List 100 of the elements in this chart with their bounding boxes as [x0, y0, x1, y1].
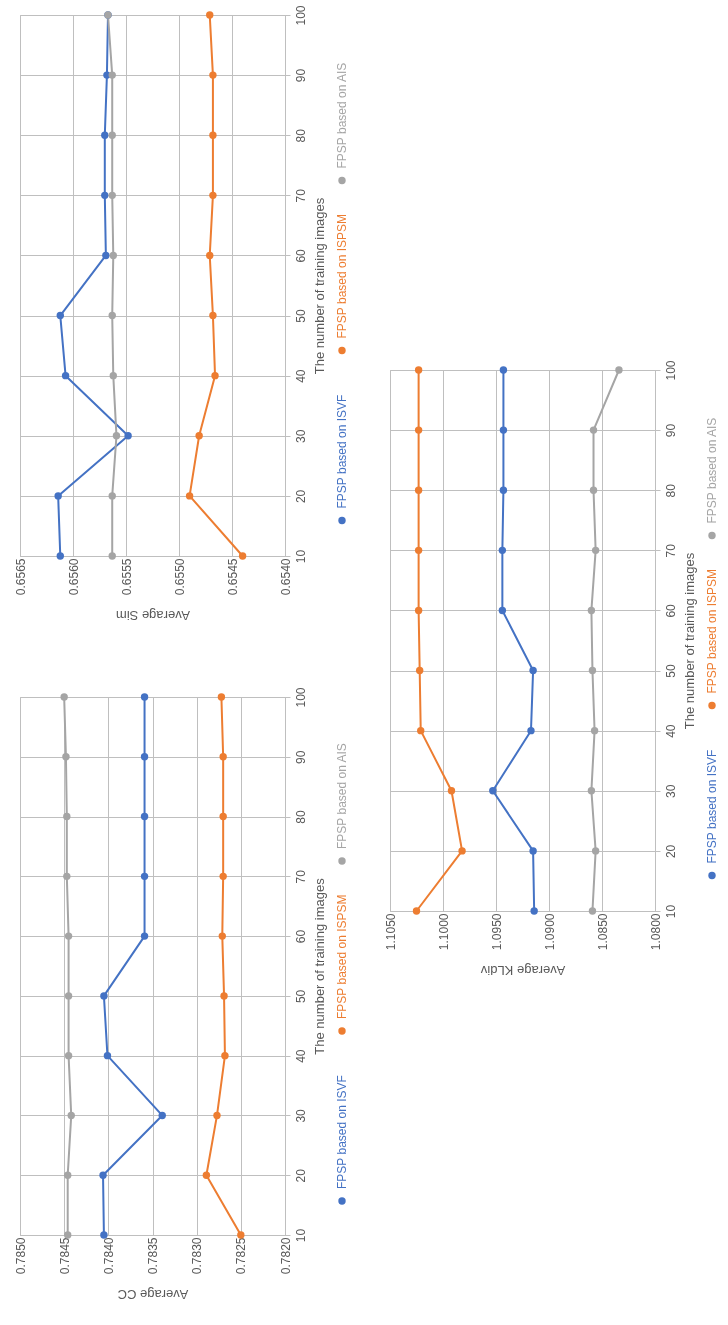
- y-tick-label: 100: [663, 360, 678, 381]
- point: [202, 1171, 211, 1179]
- point: [206, 251, 214, 260]
- y-tick-label: 30: [293, 1108, 308, 1123]
- point: [108, 311, 116, 320]
- point: [209, 311, 217, 320]
- y-tick-label: 60: [293, 929, 308, 944]
- point: [529, 847, 537, 855]
- point: [108, 71, 116, 79]
- point: [195, 432, 203, 440]
- x-axis-title: Average CC: [117, 1286, 189, 1302]
- x-tick-label: 1.0800: [648, 913, 663, 951]
- point: [530, 907, 538, 915]
- point: [414, 426, 423, 434]
- y-tick-label: 60: [293, 248, 308, 263]
- point: [101, 131, 109, 139]
- text: FPSP based on AIS: [335, 62, 349, 169]
- x-tick-label: 0.7840: [101, 1237, 116, 1275]
- point: [63, 1171, 72, 1179]
- x-axis-title: Average Sim: [115, 607, 191, 623]
- x-tick-label: 0.6545: [225, 558, 240, 596]
- text: FPSP based on AIS: [705, 417, 719, 524]
- point: [56, 552, 64, 560]
- text: FPSP based on ISVF: [335, 1075, 349, 1189]
- y-tick-label: 90: [293, 68, 308, 83]
- point: [218, 932, 226, 940]
- point: [101, 191, 109, 200]
- y-tick-label: 70: [663, 543, 678, 558]
- point: [102, 251, 110, 260]
- x-tick-label: 1.0900: [542, 913, 557, 951]
- point: [108, 191, 116, 200]
- text: FPSP based on ISVF: [335, 394, 349, 509]
- point: [206, 11, 214, 19]
- point: [498, 546, 507, 555]
- point: [414, 546, 423, 555]
- y-tick-label: 100: [293, 5, 308, 26]
- y-tick-label: 20: [293, 1168, 308, 1183]
- x-tick-label: 0.6550: [172, 558, 187, 596]
- y-tick-label: 80: [293, 128, 308, 143]
- point: [108, 492, 116, 500]
- point: [447, 787, 456, 795]
- y-axis-title: The number of training images: [681, 552, 697, 730]
- y-tick-label: 40: [293, 369, 308, 383]
- y-tick-label: 80: [663, 483, 678, 498]
- point: [140, 872, 149, 881]
- point: [219, 753, 227, 761]
- point: [211, 371, 219, 380]
- x-tick-label: 0.7850: [13, 1237, 28, 1275]
- point: [108, 131, 116, 139]
- y-tick-label: 10: [293, 549, 308, 564]
- point: [417, 726, 425, 735]
- point: [209, 71, 217, 79]
- y-tick-label: 80: [293, 810, 308, 824]
- x-tick-label: 0.7830: [190, 1237, 205, 1275]
- point: [414, 486, 423, 494]
- point: [414, 366, 423, 374]
- y-tick-label: 90: [663, 423, 678, 438]
- point: [591, 847, 600, 855]
- y-tick-label: 50: [293, 309, 308, 323]
- point: [587, 606, 596, 615]
- point: [140, 753, 149, 761]
- point: [99, 1171, 107, 1179]
- y-tick-label: 70: [293, 869, 308, 884]
- x-tick-label: 0.6555: [119, 558, 134, 596]
- y-tick-label: 20: [663, 844, 678, 859]
- x-tick-label: 0.6565: [13, 558, 28, 596]
- point: [590, 726, 599, 735]
- point: [54, 492, 62, 500]
- y-tick-label: 50: [663, 664, 678, 678]
- y-tick-label: 70: [293, 188, 308, 203]
- point: [415, 666, 424, 675]
- point: [412, 907, 421, 915]
- point: [124, 432, 132, 440]
- point: [489, 787, 497, 795]
- y-axis-title: The number of training images: [311, 877, 327, 1055]
- point: [112, 432, 121, 440]
- x-tick-label: 1.1050: [383, 913, 398, 951]
- point: [109, 251, 117, 260]
- text: FPSP based on ISVF: [705, 749, 719, 864]
- point: [185, 492, 194, 500]
- point: [108, 552, 116, 560]
- point: [64, 1051, 73, 1060]
- point: [219, 812, 227, 821]
- point: [587, 787, 596, 795]
- y-tick-label: 10: [293, 1228, 308, 1243]
- point: [103, 1051, 112, 1060]
- y-tick-label: 50: [293, 989, 308, 1004]
- point: [527, 726, 535, 735]
- point: [64, 932, 73, 940]
- point: [615, 366, 623, 374]
- point: [591, 546, 600, 555]
- text: FPSP based on ISPSM: [705, 568, 719, 694]
- point: [62, 753, 70, 761]
- point: [589, 426, 598, 434]
- point: [109, 371, 117, 380]
- point: [60, 693, 68, 701]
- point: [238, 552, 247, 560]
- text: FPSP based on ISPSM: [335, 213, 349, 339]
- x-tick-label: 0.7845: [57, 1237, 72, 1275]
- x-tick-label: 0.7825: [234, 1237, 249, 1275]
